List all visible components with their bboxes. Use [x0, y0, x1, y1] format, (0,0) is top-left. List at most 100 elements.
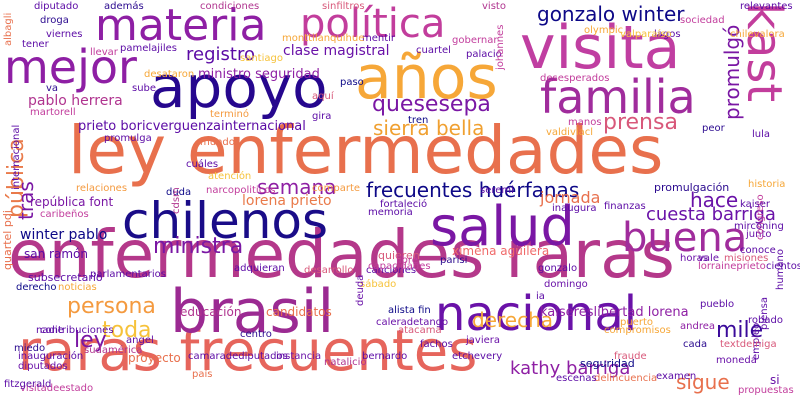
word: kaiser: [740, 199, 770, 210]
word: cdsm: [171, 187, 182, 214]
word: internacional: [11, 124, 22, 190]
word: vale: [698, 253, 719, 264]
word: lagos: [654, 29, 681, 40]
word: sierra bella: [373, 116, 485, 140]
word: frecuentes huérfanas: [366, 178, 580, 202]
word: gobernar: [452, 35, 498, 46]
word: lorena prieto: [242, 193, 332, 209]
word: kathy barriga: [510, 358, 631, 379]
word: puerto: [620, 317, 653, 328]
word: cuartel: [416, 45, 451, 56]
word: mile: [716, 318, 764, 343]
word: nadie: [36, 325, 64, 336]
word: inaugura: [552, 203, 597, 214]
word: visita: [520, 13, 681, 83]
word: clase magistral: [283, 43, 390, 59]
word: mundo: [200, 137, 235, 148]
word: condiciones: [200, 1, 260, 12]
word: atención: [208, 171, 252, 182]
word: junto: [746, 229, 772, 240]
word: semana: [257, 175, 337, 199]
word: seremi: [480, 185, 514, 196]
word: pablo herrera: [28, 93, 123, 109]
word: chilevalora: [730, 29, 785, 40]
word: enfermedades raras: [8, 216, 675, 293]
word: misiones: [724, 253, 769, 264]
word: mentir: [362, 33, 396, 44]
word: buena: [622, 215, 748, 261]
word: jornada: [540, 188, 601, 207]
word: duda: [166, 187, 192, 198]
word: lula: [752, 129, 771, 140]
word: canciones: [366, 265, 417, 276]
word: pamelajiles: [120, 43, 177, 54]
word: libre: [396, 255, 418, 266]
word: cientos: [766, 261, 800, 272]
word: subsecretario: [28, 271, 103, 284]
word: santiago: [240, 53, 283, 64]
word: historia: [748, 179, 786, 190]
word: visitadeestado: [20, 383, 94, 394]
word: mirconing: [734, 221, 784, 232]
word: familia: [540, 70, 696, 124]
word: materia: [95, 0, 267, 51]
word: relevantes: [740, 1, 793, 12]
word: albagli: [3, 12, 14, 46]
word: prieto boricverguenzainternacional: [78, 119, 306, 134]
word: cuáles: [186, 159, 219, 170]
word: compromisos: [604, 325, 671, 336]
word: andrea: [680, 321, 715, 332]
word: adquieran: [234, 263, 285, 274]
word: sinfiltros: [322, 1, 365, 12]
word: quartel pdi: [1, 210, 14, 270]
word: martorell: [30, 107, 76, 118]
word: educación: [180, 305, 242, 319]
word: bernardo: [362, 351, 408, 362]
word: ia: [536, 291, 545, 302]
word: gonzalo winter: [537, 2, 685, 26]
word: centro: [240, 329, 272, 340]
word: finanzas: [604, 201, 646, 212]
word: javiera: [466, 335, 500, 346]
word: diputado: [34, 1, 79, 12]
word: capacidades: [368, 261, 431, 272]
word: natalicio: [324, 357, 367, 368]
word: robado: [748, 315, 783, 326]
word: seguridad: [580, 357, 635, 370]
word: quesesepa: [372, 92, 491, 117]
word: va: [46, 83, 59, 94]
word: sociedad: [680, 15, 725, 26]
word: promulga: [104, 133, 152, 144]
word: monttilanquihue: [282, 33, 365, 44]
word: horas: [680, 253, 708, 264]
word: johannes: [495, 24, 506, 70]
word: parisi: [440, 255, 468, 266]
word: angel: [126, 335, 154, 346]
word: domingo: [544, 279, 588, 290]
word: diputados: [18, 361, 68, 372]
word: valdiviacl: [546, 127, 594, 138]
word: sigue: [676, 370, 730, 394]
word: fachos: [420, 339, 453, 350]
word: lorraineprieto: [698, 261, 766, 272]
word: parlamentarios: [90, 269, 166, 280]
word: desataron: [144, 69, 195, 80]
word: ley: [74, 328, 107, 353]
word: instancia: [276, 351, 322, 362]
word: sube: [132, 83, 157, 94]
word: país: [192, 369, 213, 380]
word: memoria: [368, 207, 413, 218]
word: inauguración: [18, 351, 84, 362]
word: ministro seguridad: [198, 67, 320, 82]
word: república font: [30, 195, 114, 209]
word: sudamérica: [84, 345, 143, 356]
word: quieren: [378, 249, 420, 262]
word: toda: [102, 318, 152, 343]
word: persona: [67, 294, 156, 319]
word: prensa: [603, 110, 678, 135]
word: desesperados: [540, 73, 610, 84]
word: conoce: [740, 245, 776, 256]
word: tren: [408, 115, 429, 126]
word: visto: [482, 1, 506, 12]
word: valparaíso: [620, 29, 672, 40]
